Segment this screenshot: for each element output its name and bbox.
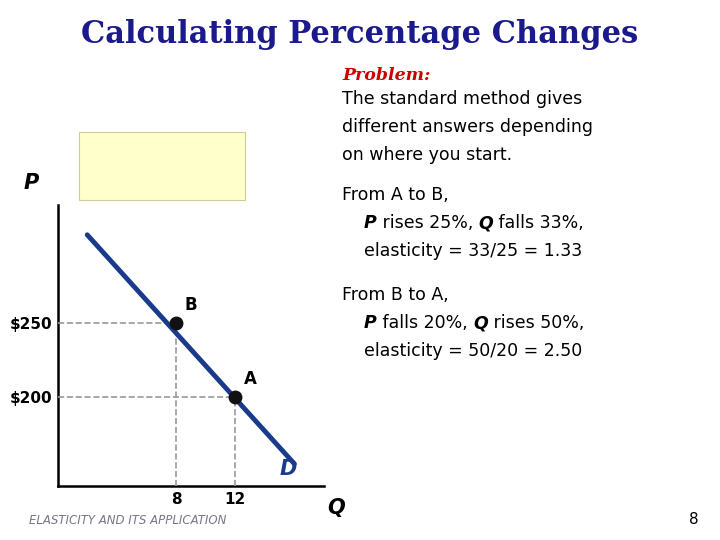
Text: elasticity = 33/25 = 1.33: elasticity = 33/25 = 1.33: [342, 242, 582, 260]
Text: B: B: [185, 296, 197, 314]
Text: D: D: [279, 460, 297, 480]
Text: rises 50%,: rises 50%,: [487, 314, 584, 332]
Text: Q: Q: [327, 498, 345, 518]
Text: falls 20%,: falls 20%,: [377, 314, 473, 332]
Text: falls 33%,: falls 33%,: [493, 214, 584, 232]
Text: P: P: [23, 173, 39, 193]
Text: Problem:: Problem:: [342, 68, 431, 84]
Text: Q: Q: [479, 214, 493, 232]
Text: The standard method gives: The standard method gives: [342, 90, 582, 108]
Text: Q: Q: [473, 314, 487, 332]
Text: ELASTICITY AND ITS APPLICATION: ELASTICITY AND ITS APPLICATION: [29, 514, 226, 526]
Text: 8: 8: [689, 511, 698, 526]
Text: From A to B,: From A to B,: [342, 186, 449, 204]
Text: rises 25%,: rises 25%,: [377, 214, 479, 232]
Text: From B to A,: From B to A,: [342, 286, 449, 304]
Text: elasticity = 50/20 = 2.50: elasticity = 50/20 = 2.50: [342, 342, 582, 360]
Text: on where you start.: on where you start.: [342, 146, 512, 164]
Text: P: P: [364, 214, 377, 232]
Text: Calculating Percentage Changes: Calculating Percentage Changes: [81, 19, 639, 50]
Text: different answers depending: different answers depending: [342, 118, 593, 136]
Text: P: P: [364, 314, 377, 332]
Text: Demand for
your websites: Demand for your websites: [104, 146, 220, 185]
Text: A: A: [244, 370, 257, 388]
